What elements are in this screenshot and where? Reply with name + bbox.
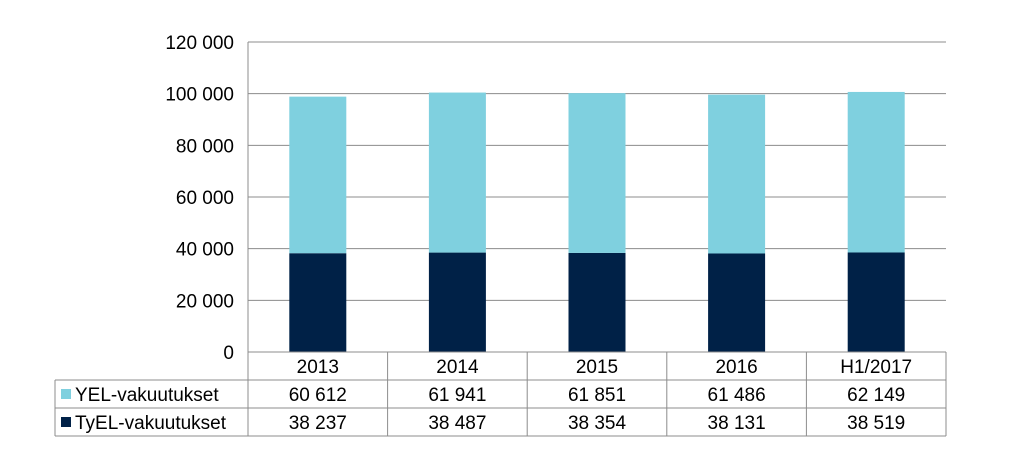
- y-tick-label: 100 000: [165, 85, 234, 106]
- bar-tyel-vakuutukset-2014: [428, 252, 486, 352]
- bar-tyel-vakuutukset-2013: [289, 253, 347, 352]
- bar-yel-vakuutukset-2015: [568, 93, 626, 253]
- y-tick-label: 20 000: [176, 291, 234, 312]
- table-value: 61 486: [708, 385, 766, 406]
- x-category-label: H1/2017: [840, 357, 912, 378]
- legend-swatch: [61, 389, 71, 399]
- bar-tyel-vakuutukset-2015: [568, 252, 626, 352]
- axes: [247, 42, 946, 353]
- y-tick-label: 60 000: [176, 188, 234, 209]
- bars: [289, 91, 905, 352]
- y-axis-tick-labels: 0 20 000 40 000 60 000 80 000 100 000 120 000: [165, 33, 234, 364]
- table-value: 60 612: [289, 385, 347, 406]
- y-tick-label: 80 000: [176, 136, 234, 157]
- x-category-label: 2013: [297, 357, 339, 378]
- bar-tyel-vakuutukset-2016: [708, 253, 766, 352]
- table-value: 62 149: [847, 385, 905, 406]
- y-tick-label: 40 000: [176, 240, 234, 261]
- bar-yel-vakuutukset-2013: [289, 96, 347, 254]
- table-value: 38 519: [847, 413, 905, 434]
- x-category-label: 2016: [715, 357, 757, 378]
- bar-yel-vakuutukset-2014: [428, 92, 486, 253]
- bar-yel-vakuutukset-h1-2017: [847, 91, 905, 253]
- table-value: 38 354: [568, 413, 627, 434]
- table-value: 61 941: [428, 385, 486, 406]
- bar-tyel-vakuutukset-h1-2017: [847, 252, 905, 352]
- table-value: 38 237: [289, 413, 347, 434]
- y-tick-label: 0: [223, 343, 234, 364]
- table-value: 38 487: [428, 413, 486, 434]
- table-value: 38 131: [708, 413, 766, 434]
- legend-series-name: TyEL-vakuutukset: [75, 413, 227, 434]
- legend-series-name: YEL-vakuutukset: [75, 385, 219, 406]
- bar-yel-vakuutukset-2016: [708, 94, 766, 254]
- legend-swatch: [61, 417, 71, 427]
- data-table: 2013 2014 2015 2016 H1/2017 YEL-vakuutukset 60…: [54, 352, 947, 437]
- x-category-label: 2014: [436, 357, 479, 378]
- table-value: 61 851: [568, 385, 626, 406]
- x-category-label: 2015: [576, 357, 618, 378]
- y-tick-label: 120 000: [165, 33, 234, 54]
